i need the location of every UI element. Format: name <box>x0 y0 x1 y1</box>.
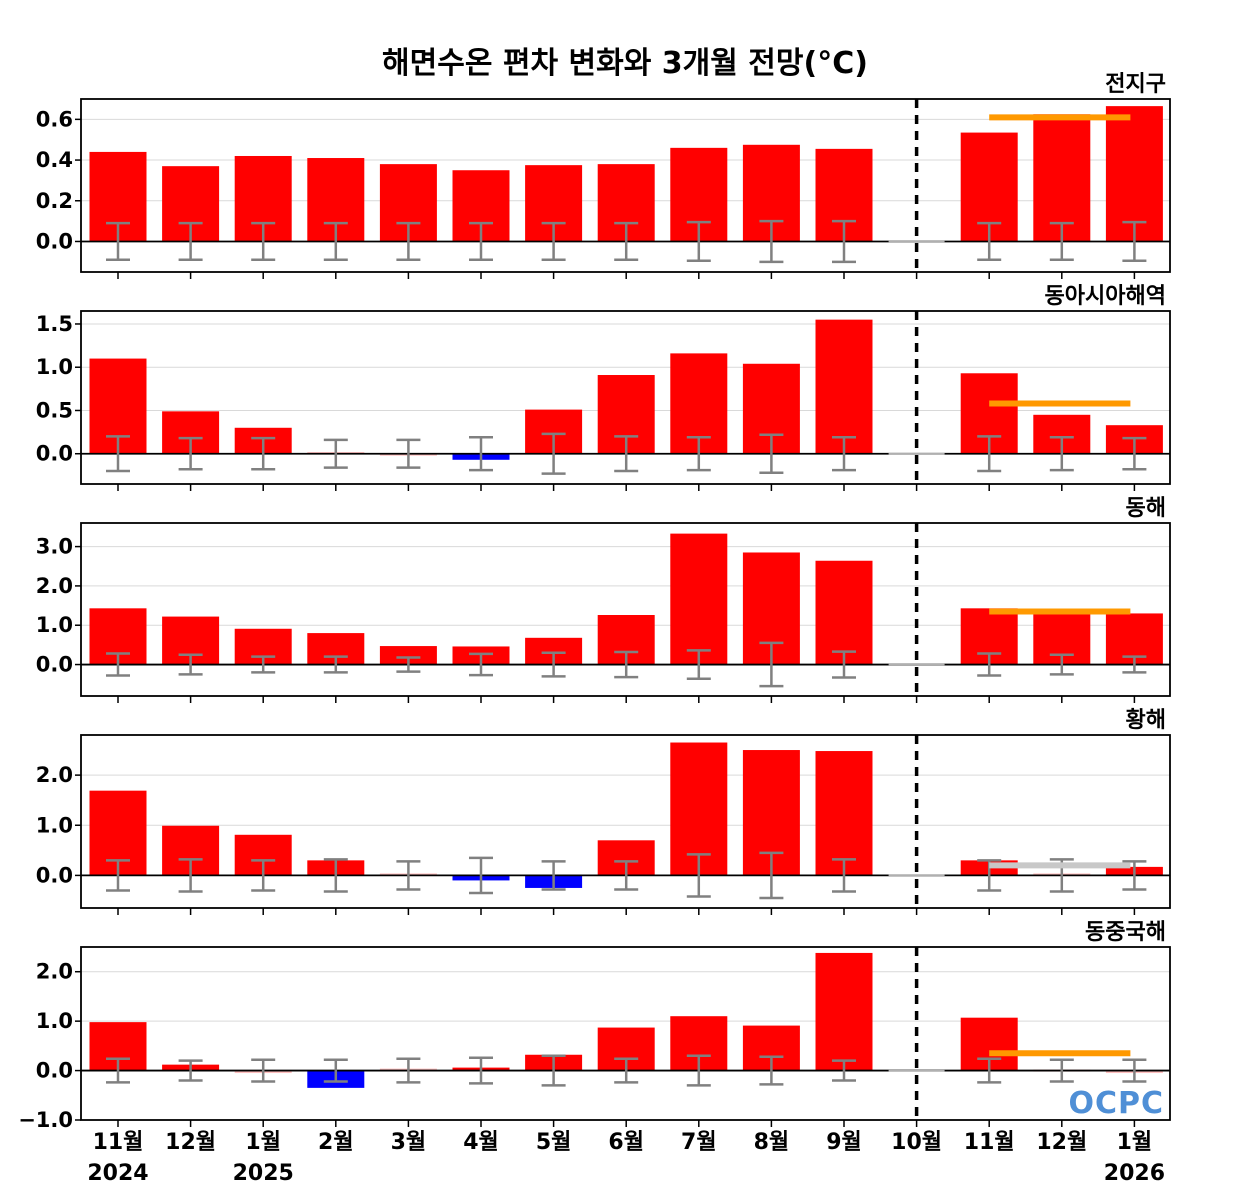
panel-title: 동해 <box>1126 496 1166 521</box>
bar <box>379 646 437 665</box>
x-tick-label: 6월 <box>608 1130 644 1155</box>
y-tick-label: 0.6 <box>36 107 73 131</box>
y-tick-label: 0.2 <box>36 189 73 213</box>
year-label: 2026 <box>1104 1161 1165 1186</box>
bar <box>815 560 873 665</box>
panel-frame <box>80 98 1171 273</box>
panel-frame <box>80 310 1171 485</box>
x-tick-label: 12월 <box>1036 1130 1087 1155</box>
y-tick-label: 2.0 <box>36 763 73 787</box>
x-tick-label: 5월 <box>536 1130 572 1155</box>
ocpc-logo: OCPC <box>1068 1086 1164 1121</box>
y-tick-label: 1.5 <box>36 312 73 336</box>
y-tick-label: 2.0 <box>36 574 73 598</box>
y-tick-label: 1.0 <box>36 355 73 379</box>
y-tick-label: 0.0 <box>36 863 73 887</box>
x-tick-label: 9월 <box>826 1130 862 1155</box>
x-tick-label: 7월 <box>681 1130 717 1155</box>
panel-frame <box>80 946 1171 1121</box>
y-tick-label: 0.0 <box>36 229 73 253</box>
bar <box>815 319 873 454</box>
year-label: 2024 <box>87 1161 148 1186</box>
x-tick-label: 2월 <box>318 1130 354 1155</box>
y-tick-label: 3.0 <box>36 535 73 559</box>
panel-title: 동중국해 <box>1085 920 1166 945</box>
x-tick-label: 11월 <box>93 1130 144 1155</box>
bar <box>815 751 873 876</box>
y-tick-label: 1.0 <box>36 613 73 637</box>
panel-title: 동아시아해역 <box>1045 284 1166 309</box>
x-tick-label: 8월 <box>754 1130 790 1155</box>
y-tick-label: 0.5 <box>36 398 73 422</box>
panel-title: 황해 <box>1126 708 1166 733</box>
bar <box>815 952 873 1071</box>
x-tick-label: 12월 <box>165 1130 216 1155</box>
panel-frame <box>80 522 1171 697</box>
x-tick-label: 3월 <box>391 1130 427 1155</box>
y-tick-label: 0.4 <box>36 148 73 172</box>
panel-title: 전지구 <box>1105 72 1166 97</box>
bar <box>1105 106 1163 242</box>
year-label: 2025 <box>233 1161 294 1186</box>
x-tick-label: 1월 <box>1117 1130 1153 1155</box>
chart-title: 해면수온 편차 변화와 3개월 전망(°C) <box>382 46 868 81</box>
bar <box>1033 114 1091 242</box>
y-tick-label: 0.0 <box>36 1059 73 1083</box>
x-tick-label: 1월 <box>245 1130 281 1155</box>
y-tick-label: −1.0 <box>18 1108 73 1132</box>
y-tick-label: 0.0 <box>36 442 73 466</box>
y-tick-label: 0.0 <box>36 653 73 677</box>
x-tick-label: 10월 <box>891 1130 942 1155</box>
y-tick-label: 1.0 <box>36 1009 73 1033</box>
x-tick-label: 11월 <box>964 1130 1015 1155</box>
x-tick-label: 4월 <box>463 1130 499 1155</box>
y-tick-label: 2.0 <box>36 960 73 984</box>
y-tick-label: 1.0 <box>36 813 73 837</box>
panel-frame <box>80 734 1171 909</box>
bar <box>670 533 728 665</box>
